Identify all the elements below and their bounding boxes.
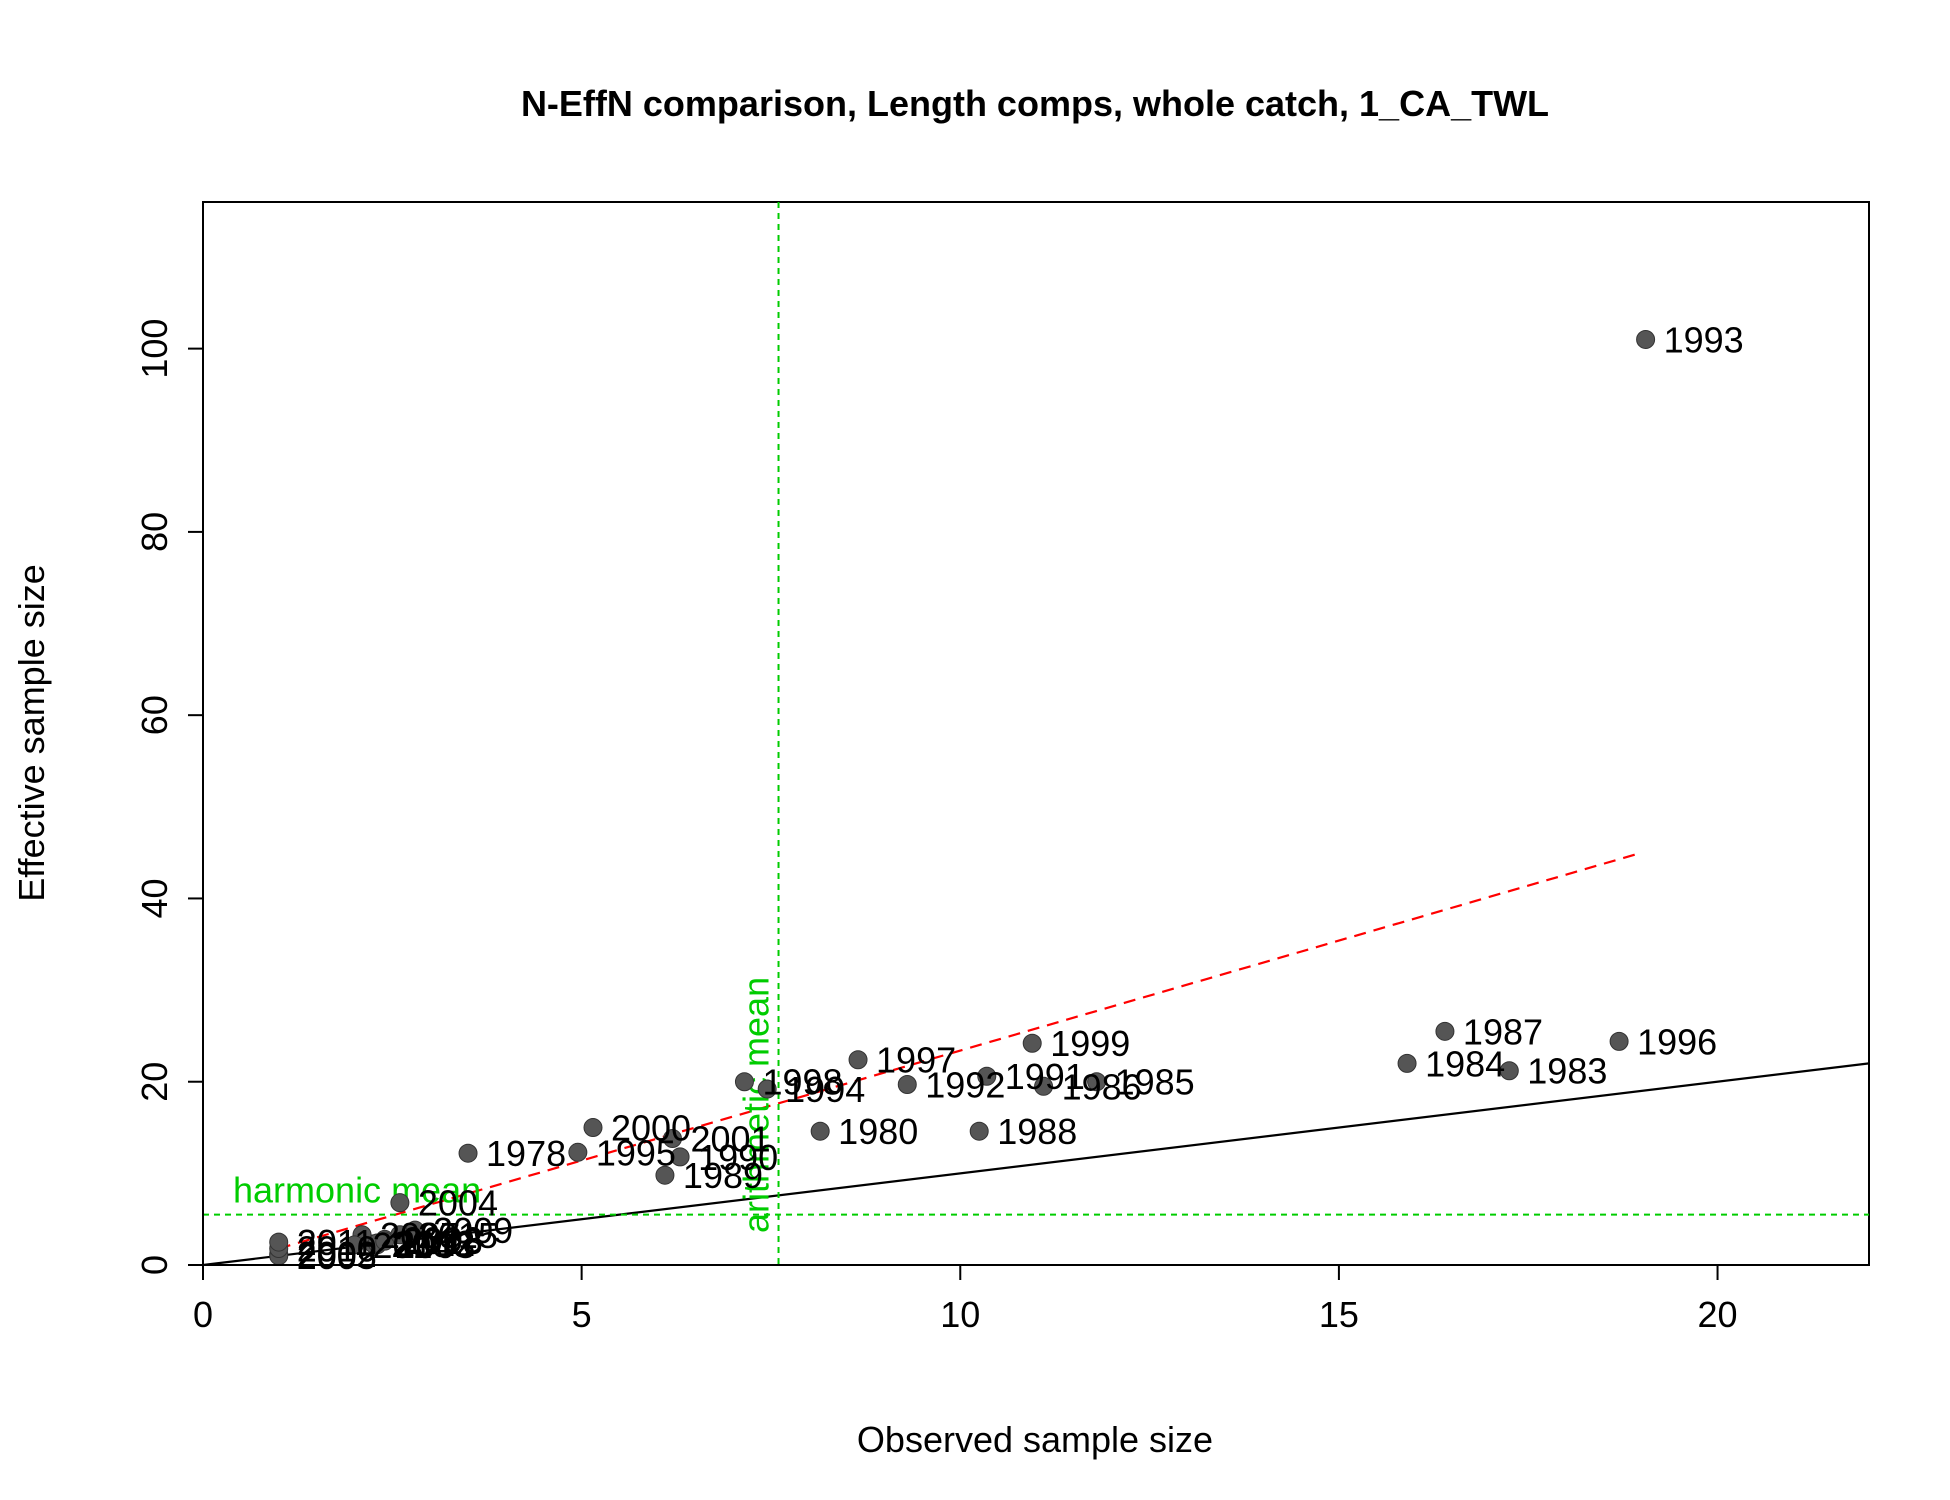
x-tick-label: 10 [940,1294,980,1335]
x-tick-label: 15 [1319,1294,1359,1335]
x-axis-label: Observed sample size [857,1419,1213,1460]
y-tick-label: 100 [134,319,175,379]
data-point [390,1193,410,1213]
data-point [344,1235,364,1255]
data-point [1022,1033,1042,1053]
data-point [655,1165,675,1185]
data-point [1087,1072,1107,1092]
point-label: 1989 [683,1155,763,1196]
point-label: 1997 [876,1040,956,1081]
data-point [568,1142,588,1162]
point-label: 1994 [785,1069,865,1110]
plot-frame [202,201,1870,1266]
point-label: 1999 [1050,1023,1130,1064]
point-label: 1986 [1062,1066,1142,1107]
point-label: 2006 [391,1224,471,1265]
x-axis: 0 5 10 15 20 [193,1264,1738,1335]
point-label: 1993 [1664,319,1744,360]
point-label: 2014 [372,1225,452,1266]
data-point [269,1232,289,1252]
point-label: 2005 [297,1236,377,1277]
point-label: 1998 [762,1062,842,1103]
data-point [583,1118,603,1138]
point-label: 1983 [1527,1051,1607,1092]
point-label: 2015 [418,1215,498,1256]
data-point [1435,1021,1455,1041]
point-label: 2002 [297,1234,377,1275]
point-label: 1996 [1637,1021,1717,1062]
point-label: 1980 [838,1111,918,1152]
point-labels: 1978198019831984198519861987198819891990… [297,319,1744,1276]
y-axis: 0 20 40 60 80 100 [134,319,204,1275]
point-label: 2011 [297,1222,374,1263]
y-tick-label: 60 [134,695,175,735]
data-point [1397,1053,1417,1073]
point-label: 1991 [1005,1056,1085,1097]
data-point [848,1050,868,1070]
data-point [1034,1076,1054,1096]
y-tick-label: 20 [134,1062,175,1102]
arithmetic-mean-label: arithmetic mean [736,977,777,1233]
one-to-one-line [202,1062,1870,1267]
data-point [1499,1061,1519,1081]
data-point [458,1143,478,1163]
data-point [390,1225,410,1245]
x-tick-label: 0 [193,1294,213,1335]
point-label: 1985 [1115,1062,1195,1103]
point-label: 1984 [1425,1043,1505,1084]
plot-area: harmonic mean arithmetic mean 1978 1980 198… [202,201,1870,1277]
point-label: 1988 [997,1111,1077,1152]
data-point [1609,1031,1629,1051]
x-tick-label: 5 [572,1294,592,1335]
y-axis-label: Effective sample size [11,564,52,901]
point-label: 2001 [691,1119,771,1160]
point-label: 2007 [380,1215,460,1256]
y-tick-label: 80 [134,512,175,552]
point-label: 2010 [297,1229,377,1270]
data-point [670,1147,690,1167]
point-label: 2008 [403,1219,483,1260]
fit-line [278,851,1643,1250]
data-point [734,1072,754,1092]
data-points [269,329,1656,1266]
point-label: 2013 [403,1221,483,1262]
y-tick-label: 0 [134,1255,175,1275]
data-point [757,1079,777,1099]
x-tick-label: 20 [1698,1294,1738,1335]
point-label: 1978 [486,1133,566,1174]
point-label: 2000 [611,1108,691,1149]
point-label: 2003 [395,1225,475,1266]
data-point [969,1121,989,1141]
point-label: 2012 [395,1223,475,1264]
point-label: 1990 [698,1137,778,1178]
chart-title: N-EffN comparison, Length comps, whole c… [521,83,1549,124]
data-point [1636,329,1656,349]
point-label: 2009 [433,1210,513,1251]
reference-lines: harmonic mean arithmetic mean [202,202,1870,1267]
y-tick-label: 40 [134,878,175,918]
harmonic-mean-label: harmonic mean [233,1170,481,1211]
data-point [810,1121,830,1141]
point-label: 2004 [418,1183,498,1224]
point-label: 1987 [1463,1011,1543,1052]
point-label: 1995 [596,1132,676,1173]
data-point [897,1074,917,1094]
data-point [663,1129,683,1149]
data-point [977,1066,997,1086]
point-label: 1992 [925,1064,1005,1105]
